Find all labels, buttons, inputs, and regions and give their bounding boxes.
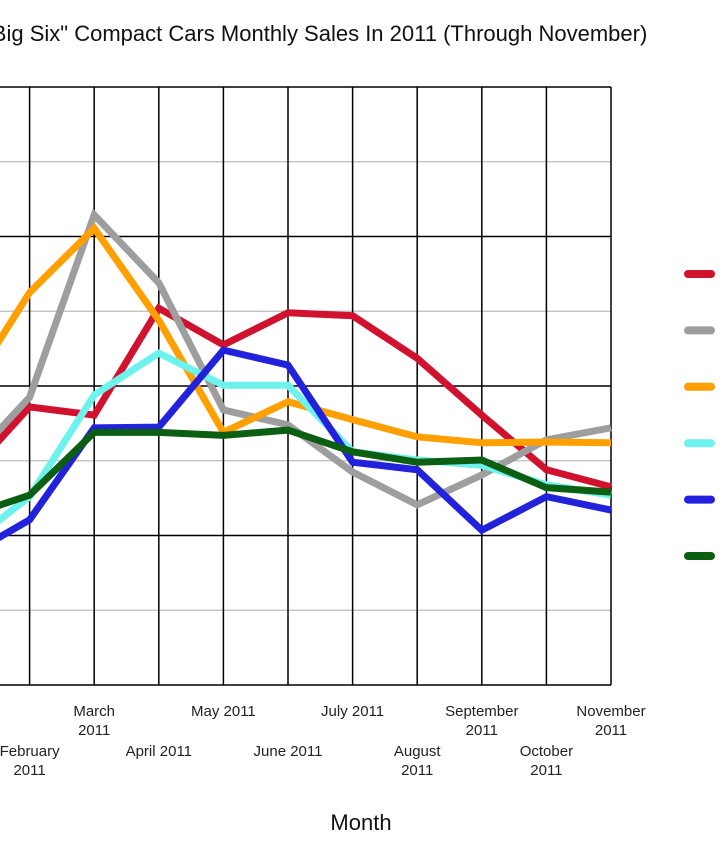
series-line-6 [0,426,612,509]
x-axis-label: Month [330,810,391,835]
chart-title: "Big Six" Compact Cars Monthly Sales In … [0,21,647,46]
series-line-5 [0,346,612,541]
x-tick-label: March 2011 [73,703,115,739]
x-tick-label: November 2011 [576,703,645,739]
x-tick-label: August 2011 [394,743,442,779]
series-line-3 [0,222,612,447]
x-tick-label: September 2011 [445,703,518,739]
legend [684,270,715,560]
x-tick-label: June 2011 [254,743,323,760]
x-tick-label: May 2011 [191,703,256,720]
x-tick-label: April 2011 [126,743,192,760]
x-tick-label: July 2011 [321,703,384,720]
series-line-2 [0,208,612,509]
x-tick-label: October 2011 [520,743,573,779]
x-tick-labels: January2011February2011March2011April 20… [0,703,646,779]
series-line-1 [0,303,612,491]
x-tick-label: February 2011 [0,743,60,779]
series-lines [0,208,612,541]
